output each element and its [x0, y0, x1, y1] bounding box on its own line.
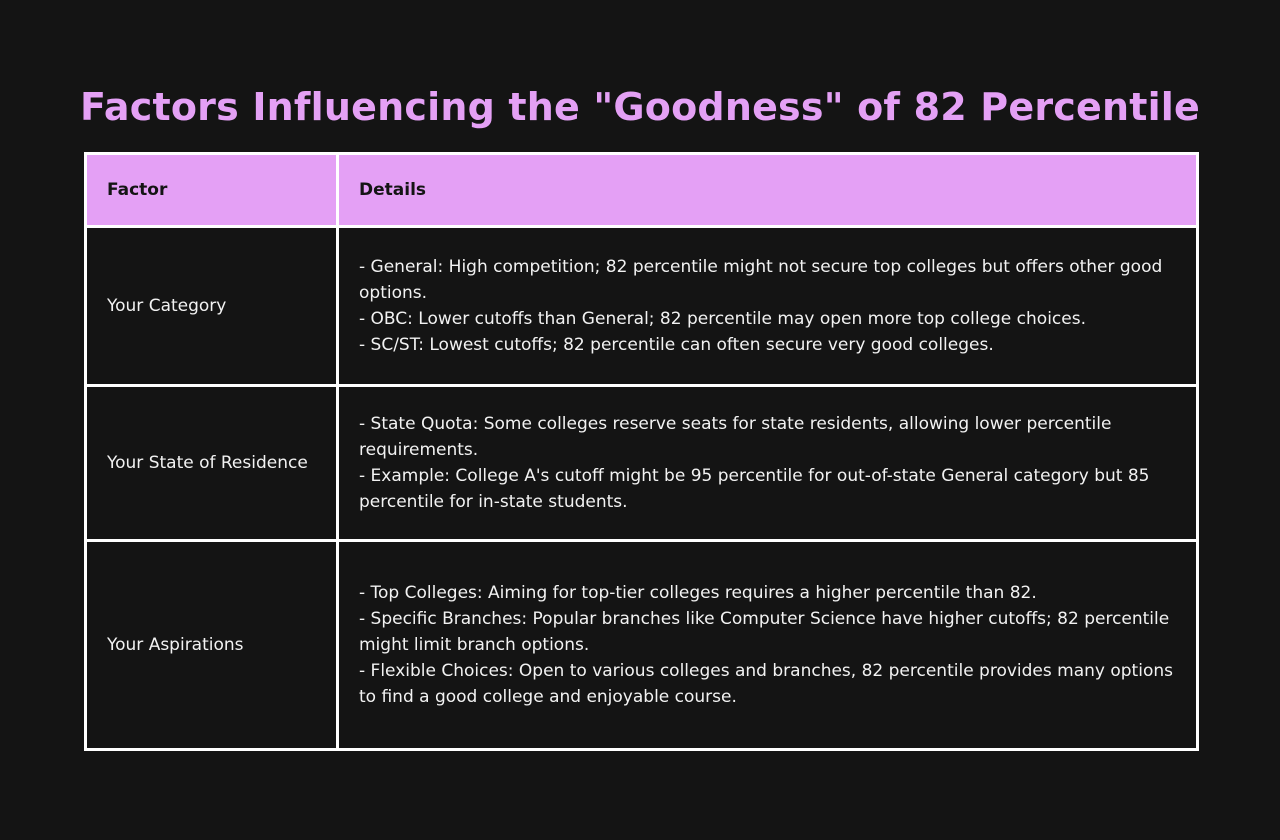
detail-line: - General: High competition; 82 percenti… [359, 257, 1163, 303]
factor-cell-state: Your State of Residence [84, 384, 339, 542]
detail-line: - SC/ST: Lowest cutoffs; 82 percentile c… [359, 335, 994, 355]
header-details: Details [336, 152, 1199, 228]
table-row: Your Aspirations - Top Colleges: Aiming … [84, 539, 1199, 751]
details-cell-state: - State Quota: Some colleges reserve sea… [336, 384, 1199, 542]
details-cell-category: - General: High competition; 82 percenti… [336, 225, 1199, 387]
factor-cell-category: Your Category [84, 225, 339, 387]
detail-line: - Example: College A's cutoff might be 9… [359, 466, 1150, 512]
detail-line: - OBC: Lower cutoffs than General; 82 pe… [359, 309, 1086, 329]
detail-line: - Top Colleges: Aiming for top-tier coll… [359, 583, 1037, 603]
detail-line: - State Quota: Some colleges reserve sea… [359, 414, 1112, 460]
table-row: Your Category - General: High competitio… [84, 225, 1199, 387]
table-row: Your State of Residence - State Quota: S… [84, 384, 1199, 542]
detail-line: - Flexible Choices: Open to various coll… [359, 661, 1173, 707]
detail-line: - Specific Branches: Popular branches li… [359, 609, 1170, 655]
factor-cell-aspirations: Your Aspirations [84, 539, 339, 751]
header-factor: Factor [84, 152, 339, 228]
factors-table: Factor Details Your Category - General: … [84, 152, 1199, 751]
page-title: Factors Influencing the "Goodness" of 82… [79, 85, 1200, 129]
details-cell-aspirations: - Top Colleges: Aiming for top-tier coll… [336, 539, 1199, 751]
table-header-row: Factor Details [84, 152, 1199, 228]
